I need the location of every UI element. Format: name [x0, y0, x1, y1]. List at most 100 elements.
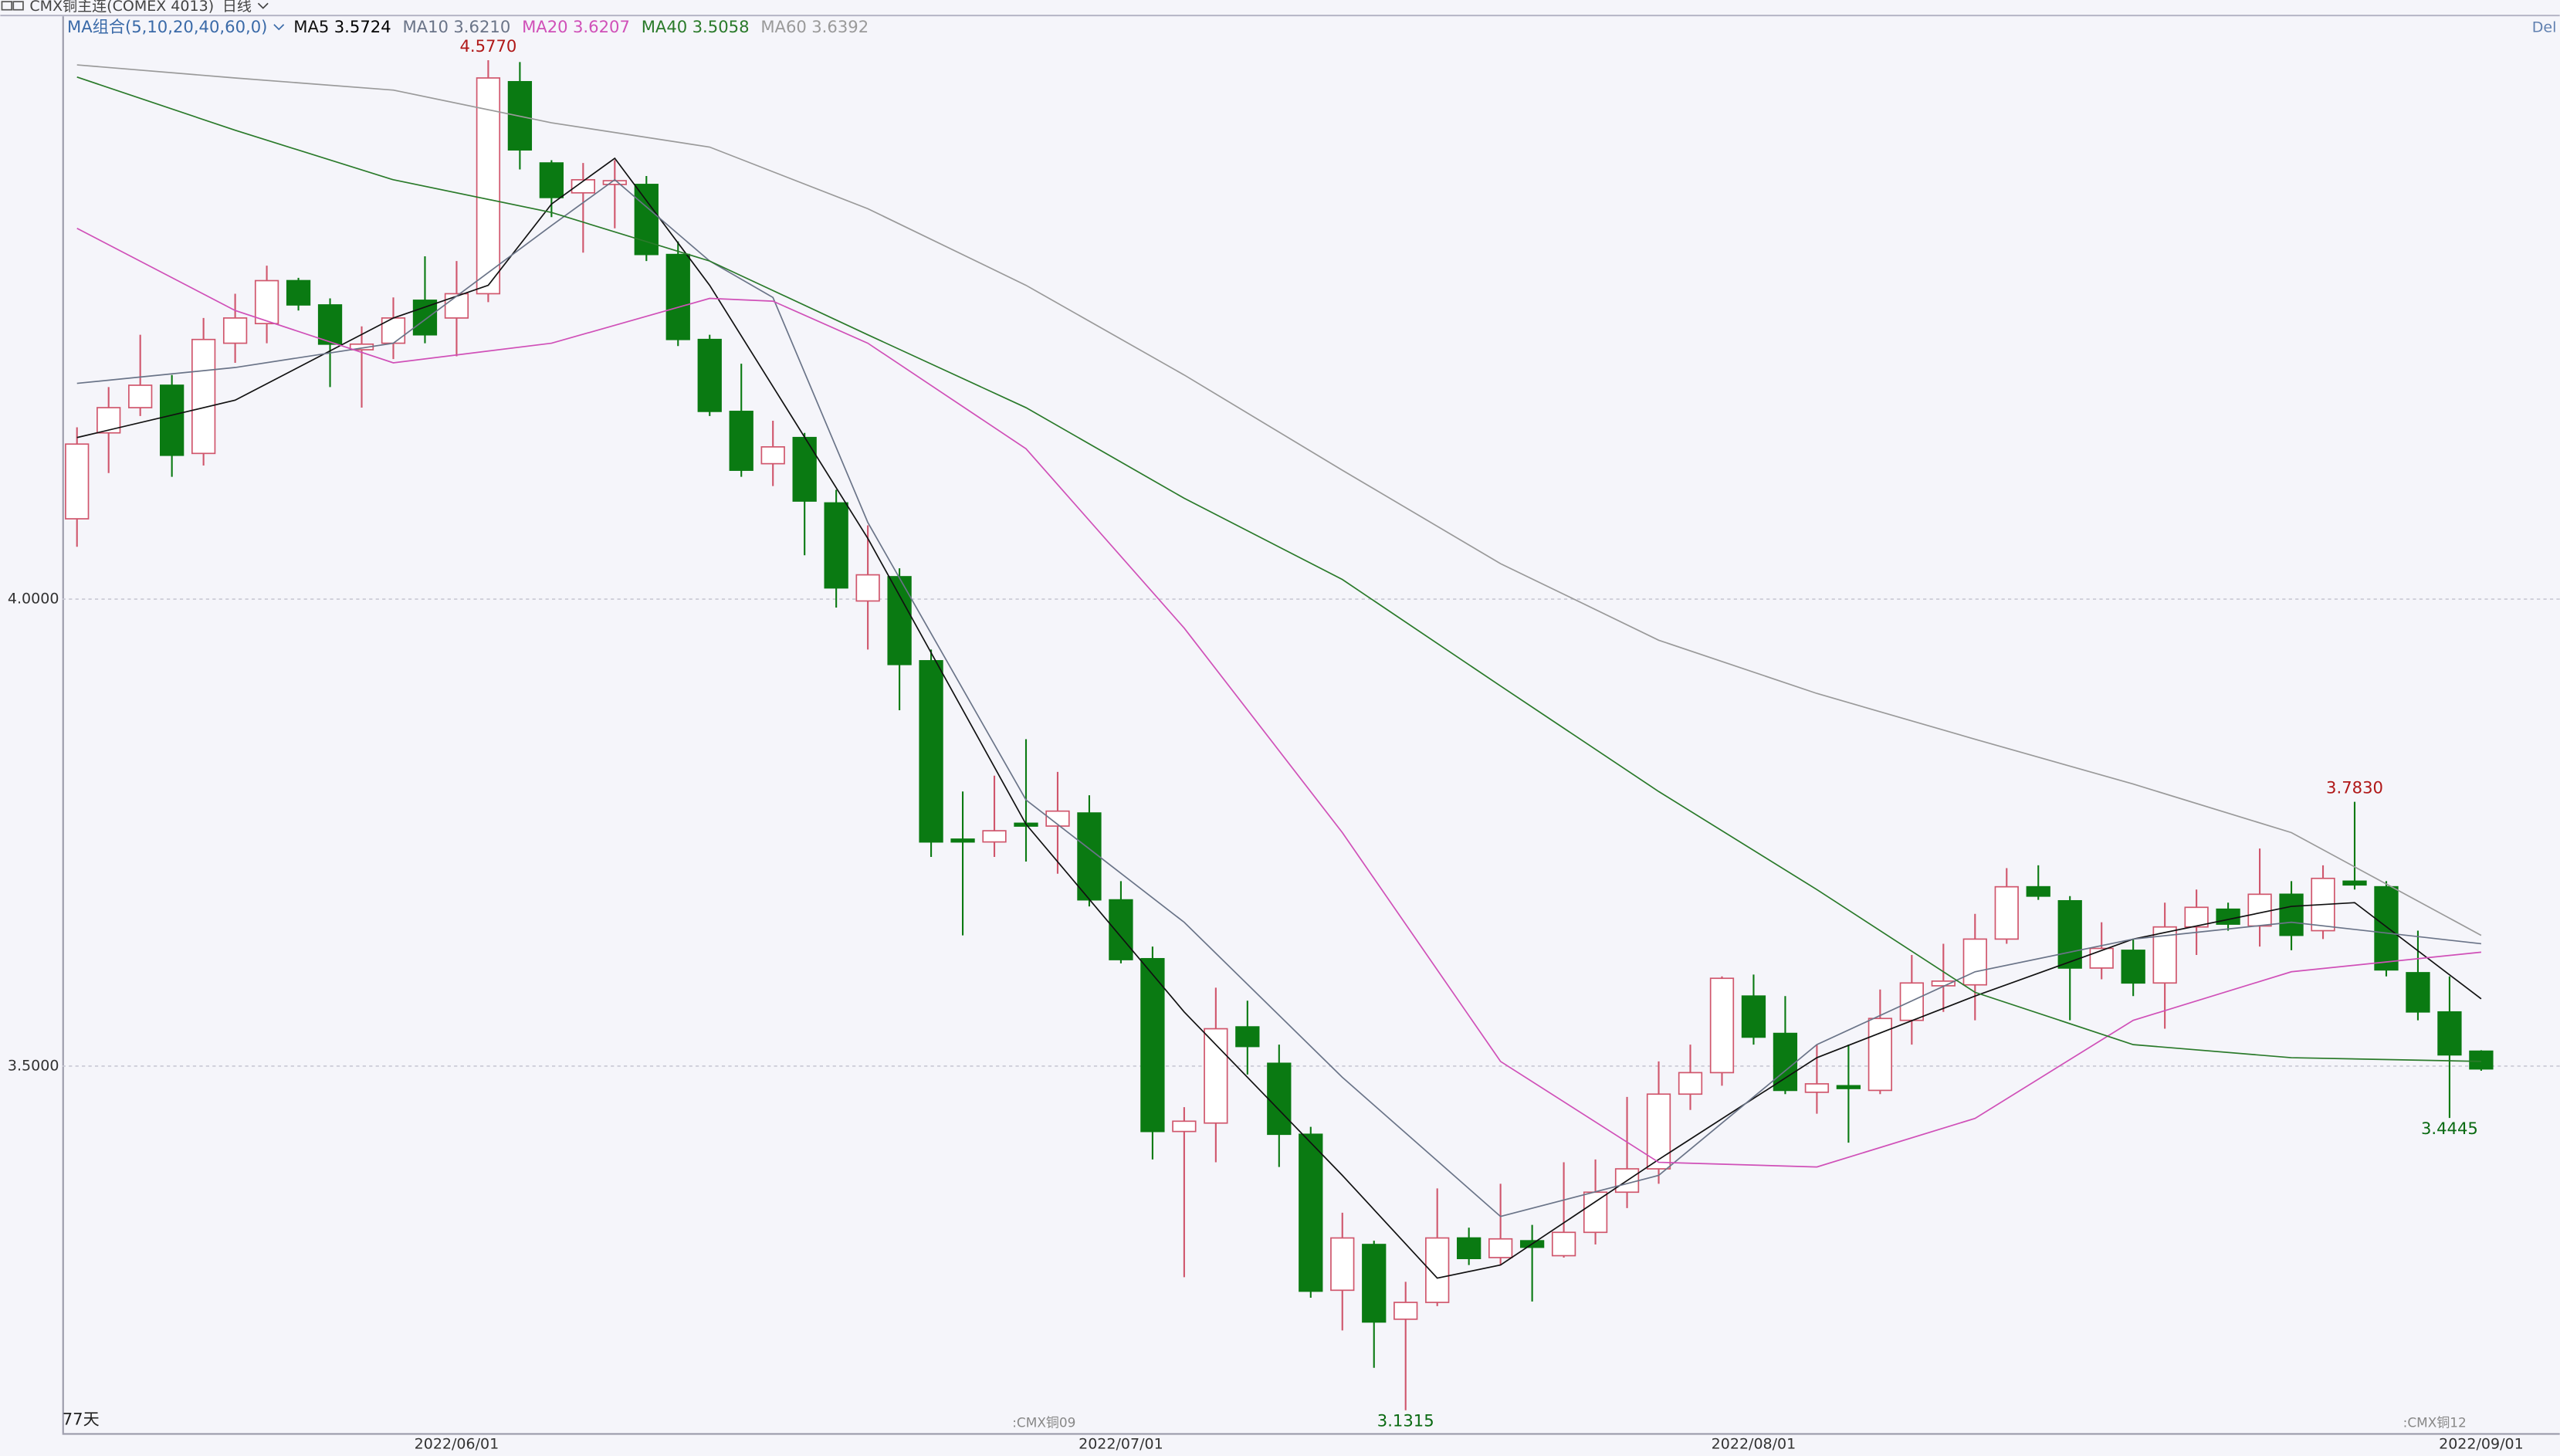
ma-line [76, 157, 2482, 1279]
candle-body [1362, 1244, 1387, 1323]
candle-body [1646, 1093, 1671, 1170]
candle-body [2469, 1050, 2494, 1070]
candle-body [760, 446, 785, 465]
chevron [257, 2, 269, 9]
candle-body [1709, 977, 1735, 1074]
candle-body [2279, 893, 2304, 936]
note: :CMX铜09 [1012, 1415, 1075, 1431]
candle-body [824, 502, 848, 589]
candle-body [571, 179, 595, 194]
candle-body [887, 576, 912, 665]
x-tick-label: 2022/09/01 [2439, 1436, 2524, 1453]
candle-body [729, 411, 753, 471]
candle-body [507, 80, 533, 151]
candle-body [1836, 1085, 1861, 1089]
candle-body [634, 184, 659, 256]
candle-body [1140, 957, 1165, 1133]
candle-body [97, 407, 121, 434]
corner-label: Del [2532, 19, 2557, 36]
extreme-label: 3.1315 [1377, 1411, 1434, 1431]
period[interactable]: 日线 [222, 0, 252, 15]
candle-body [412, 300, 438, 336]
legend-value: 3.5724 [334, 17, 391, 36]
candle-body [1330, 1237, 1355, 1292]
candle-body [2374, 885, 2399, 971]
legend-name: MA60 [760, 17, 807, 36]
extreme-label: 4.5770 [459, 36, 516, 56]
candle-body [2026, 885, 2050, 897]
ma-line [76, 228, 2481, 1168]
candle-body [1267, 1062, 1292, 1136]
candle-body [2406, 972, 2430, 1013]
y-tick-label: 4.0000 [8, 591, 59, 608]
candle-body [160, 384, 185, 456]
candle-body [602, 180, 627, 185]
candle-body [2057, 899, 2082, 969]
candle-body [1773, 1032, 1798, 1092]
candle-body [1899, 982, 1924, 1021]
legend-value: 3.6210 [453, 17, 510, 36]
legend-value: 3.6392 [811, 17, 869, 36]
candle-body [65, 443, 90, 520]
candle-body [1172, 1120, 1197, 1133]
legend-chevron [273, 24, 285, 31]
candle-body [2089, 947, 2114, 969]
candle-body [792, 436, 817, 502]
icon [1, 1, 12, 11]
x-tick-label: 2022/07/01 [1079, 1436, 1163, 1453]
instrument: CMX铜主连(COMEX 4013) [29, 0, 214, 15]
candle-body [2437, 1011, 2462, 1056]
candle-body [2342, 880, 2367, 886]
candle-body [2247, 893, 2272, 927]
candle-body [1551, 1231, 1576, 1257]
candle-body [222, 317, 248, 344]
candle-body [1299, 1133, 1323, 1292]
candle-body [1804, 1083, 1830, 1093]
candle-body [950, 838, 975, 843]
candle-body [1678, 1072, 1703, 1095]
candle-body [1045, 810, 1070, 827]
candle-body [1393, 1302, 1418, 1320]
candle-body [1931, 980, 1956, 987]
candle-body [286, 279, 311, 306]
candle-body [1457, 1237, 1481, 1260]
candle-body [1962, 938, 1987, 986]
ma-line [76, 64, 2482, 936]
ma-legend-title[interactable]: MA组合(5,10,20,40,60,0) [67, 17, 267, 36]
icon [12, 1, 24, 11]
candle-body [1109, 899, 1133, 960]
candle-body [539, 162, 564, 198]
candle-body [2216, 908, 2240, 925]
ma-line [76, 76, 2481, 1062]
candle-body [1583, 1191, 1608, 1234]
candle-body [317, 304, 343, 345]
legend-value: 3.5058 [692, 17, 750, 36]
y-tick-label: 3.5000 [8, 1057, 59, 1074]
candle-body [1204, 1028, 1228, 1124]
candle-body [444, 293, 469, 319]
candle-body [1235, 1026, 1260, 1048]
candle-body [1994, 885, 2019, 940]
candle-body [1488, 1238, 1513, 1258]
ma-line [76, 178, 2482, 1217]
candle-body [191, 338, 216, 455]
extreme-label: 3.7830 [2326, 778, 2383, 797]
candle-body [697, 338, 722, 412]
candle-body [855, 574, 880, 602]
legend-value: 3.6207 [573, 17, 630, 36]
candle-body [982, 830, 1007, 843]
candle-body [254, 279, 279, 325]
candle-body [919, 660, 943, 843]
candle-body [665, 253, 690, 340]
legend-name: MA20 [522, 17, 568, 36]
candle-body [2121, 950, 2145, 984]
candle-body [2184, 906, 2209, 928]
legend-name: MA10 [402, 17, 449, 36]
candle-body [128, 384, 153, 408]
note: 77天 [63, 1409, 100, 1428]
candle-body [1741, 995, 1766, 1038]
extreme-label: 3.4445 [2421, 1119, 2478, 1138]
